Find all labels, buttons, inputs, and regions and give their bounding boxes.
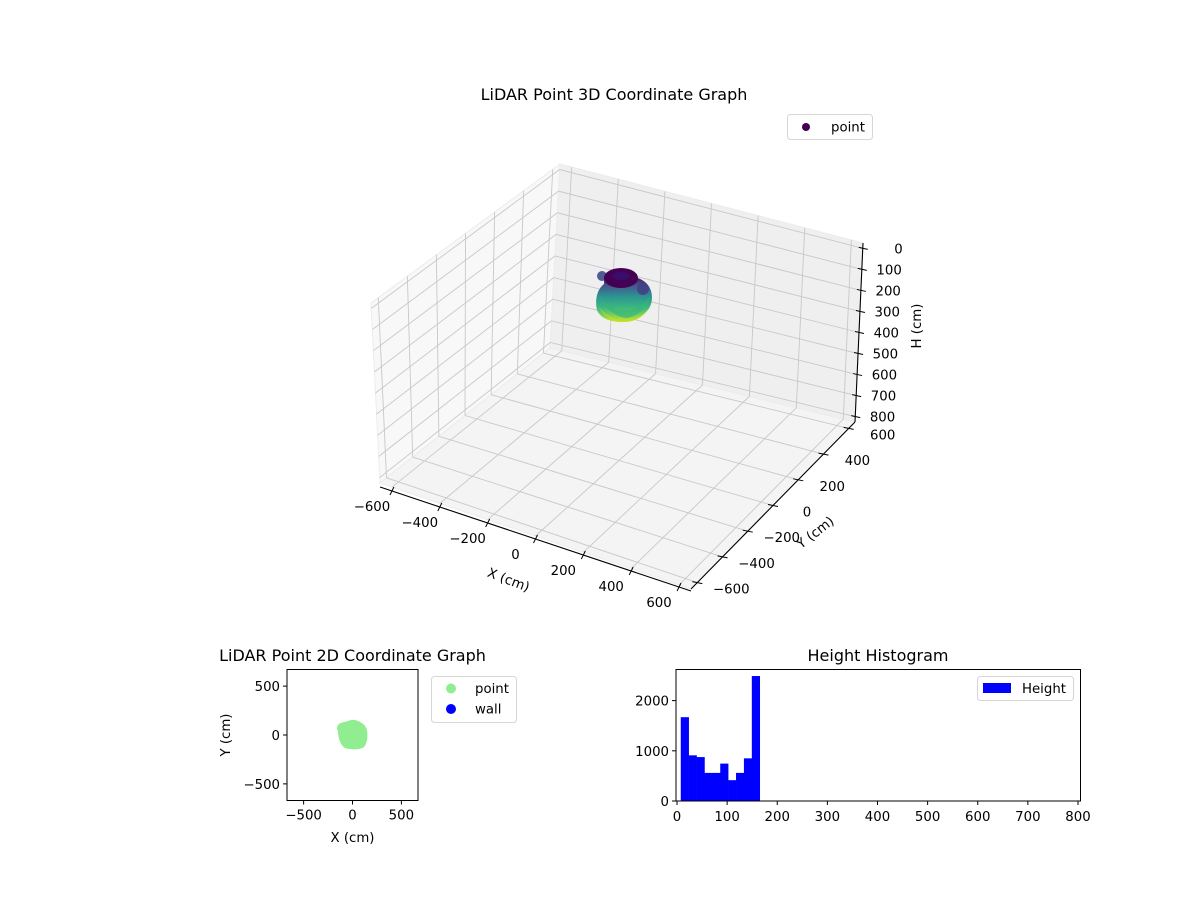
histogram-bar: [680, 717, 689, 801]
histogram-x-tick-label: 600: [965, 810, 990, 825]
legend-frame: [977, 676, 1074, 701]
histogram-bar: [751, 676, 761, 801]
legend-marker-wall: [446, 704, 456, 714]
histogram-ticks: 0 100 200 300 400 500 600 700 800 0 1000 2000: [635, 695, 1091, 825]
plot-3d-x-tick-label: 200: [551, 564, 576, 579]
histogram-x-tick-label: 0: [673, 810, 681, 825]
legend-label-point: point: [475, 682, 509, 697]
plot-3d-y-tick-label: 200: [820, 480, 845, 495]
plot-3d-z-tick-label: 400: [874, 327, 899, 342]
histogram-x-tick-label: 700: [1015, 810, 1040, 825]
plot-3d-z-tick-label: 200: [875, 284, 900, 299]
plot-3d-z-tick-label: 300: [875, 305, 900, 320]
plot-3d-y-label: Y (cm): [793, 514, 837, 553]
plot-histogram: Height Histogram 0 100 200 300 400 500 600 700 8…: [635, 646, 1091, 825]
legend-swatch-height: [983, 683, 1011, 693]
histogram-x-tick-label: 500: [915, 810, 940, 825]
plot-3d-x-tick-label: 0: [511, 548, 519, 563]
plot-2d-x-label: X (cm): [331, 831, 375, 846]
plot-2d-y-tick-label: 0: [272, 729, 280, 744]
plot-3d-z-tick-label: 600: [872, 369, 897, 384]
plot-3d-z-tick-label: 500: [873, 348, 898, 363]
plot-3d-z-tick-label: 0: [894, 242, 902, 257]
histogram-bar: [688, 755, 697, 801]
histogram-x-tick-label: 800: [1065, 810, 1090, 825]
plot-3d-gridlines: [371, 167, 863, 586]
plot-3d-title: LiDAR Point 3D Coordinate Graph: [481, 85, 748, 104]
plot-3d-z-tick-label: 800: [870, 411, 895, 426]
plot-2d-point-cluster: [337, 719, 368, 750]
histogram-y-tick-label: 1000: [635, 745, 669, 760]
plot-3d-z-tick-label: 700: [871, 390, 896, 405]
plot-3d-x-tick-label: 400: [598, 580, 623, 595]
histogram-frame: [675, 669, 1081, 802]
plot-2d-x-tick-label: −500: [285, 809, 322, 824]
histogram-bar: [728, 780, 737, 801]
plot-3d-z-tick-label: 100: [876, 263, 901, 278]
plot-2d: LiDAR Point 2D Coordinate Graph −500 0 500…: [219, 646, 517, 846]
plot-3d-y-tick-label: 600: [870, 428, 895, 443]
plot-3d-y-tick-label: −400: [738, 557, 775, 572]
plot-3d-y-tick-label: −200: [764, 531, 801, 546]
plot-2d-y-tick-label: 500: [255, 680, 280, 695]
plot-2d-x-tick-label: 500: [389, 809, 414, 824]
plot-3d-x-tick-label: −600: [354, 500, 391, 515]
histogram-y-tick-label: 0: [661, 795, 669, 810]
histogram-x-tick-label: 400: [865, 810, 890, 825]
histogram-legend: Height: [977, 676, 1074, 701]
histogram-bar: [743, 758, 753, 801]
plot-2d-title: LiDAR Point 2D Coordinate Graph: [219, 646, 486, 665]
histogram-bar: [696, 757, 705, 801]
plot-3d-x-label: X (cm): [485, 566, 531, 596]
plot-3d: LiDAR Point 3D Coordinate Graph −600 −400…: [354, 85, 925, 611]
histogram-bar: [736, 772, 745, 801]
histogram-title: Height Histogram: [808, 646, 949, 665]
plot-3d-axes: −600−400−2000200400600−600−400−200020040…: [354, 242, 903, 611]
histogram-y-tick-label: 2000: [635, 695, 669, 710]
plot-3d-y-tick-label: −600: [713, 583, 750, 598]
legend-marker-point: [802, 123, 810, 131]
plot-2d-x-tick-label: 0: [348, 809, 356, 824]
plot-3d-point-cloud: [596, 268, 652, 322]
plot-3d-legend: point: [787, 114, 873, 140]
plot-3d-z-label: H (cm): [910, 304, 925, 349]
legend-label-wall: wall: [475, 703, 501, 718]
plot-2d-legend: point wall: [431, 676, 517, 723]
plot-3d-x-tick-label: −400: [402, 516, 439, 531]
plot-2d-y-label: Y (cm): [219, 714, 234, 758]
plot-3d-y-tick-label: 0: [803, 506, 811, 521]
plot-3d-x-tick-label: 600: [646, 596, 671, 611]
legend-label-height: Height: [1022, 682, 1066, 697]
plot-2d-y-tick-label: −500: [243, 778, 280, 793]
histogram-x-tick-label: 100: [714, 810, 739, 825]
histogram-x-tick-label: 300: [815, 810, 840, 825]
histogram-bars: [680, 676, 761, 801]
histogram-x-tick-label: 200: [765, 810, 790, 825]
histogram-bar: [704, 772, 713, 801]
plot-2d-ticks: −500 0 500 −500 0 500: [243, 680, 414, 823]
legend-frame: [787, 114, 873, 140]
plot-3d-y-tick-label: 400: [845, 454, 870, 469]
plot-3d-x-tick-label: −200: [449, 532, 486, 547]
histogram-bar: [712, 772, 721, 801]
histogram-bar: [720, 763, 729, 801]
legend-label-point: point: [831, 121, 865, 136]
legend-marker-point: [446, 683, 456, 694]
